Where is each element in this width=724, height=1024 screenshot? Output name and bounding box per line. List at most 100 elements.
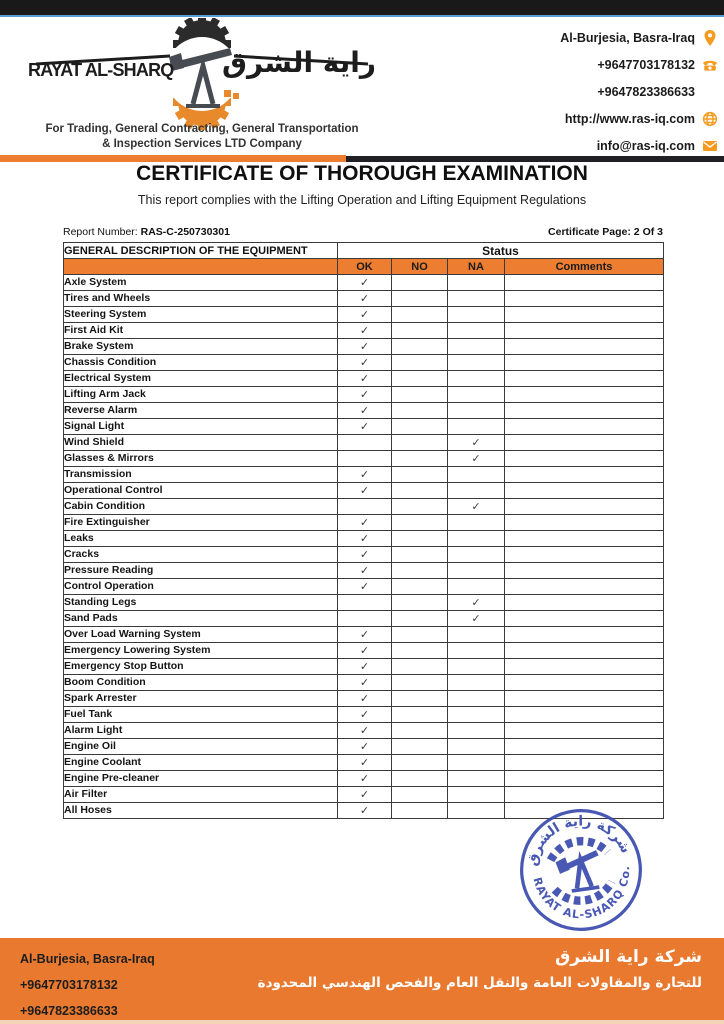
status-cell-ok: ✓ bbox=[337, 802, 392, 819]
status-cell-na bbox=[447, 402, 505, 419]
status-cell-ok bbox=[337, 450, 392, 467]
comment-cell bbox=[504, 514, 664, 531]
stamp-outer-ring bbox=[520, 809, 642, 931]
comment-cell bbox=[504, 610, 664, 627]
comment-cell bbox=[504, 290, 664, 307]
equipment-label: Brake System bbox=[63, 338, 338, 355]
status-columns-row: OK NO NA Comments bbox=[63, 258, 664, 275]
company-name-arabic: راية الشرق bbox=[221, 46, 376, 79]
comment-cell bbox=[504, 642, 664, 659]
status-cell-ok: ✓ bbox=[337, 578, 392, 595]
column-header-na: NA bbox=[447, 258, 505, 275]
status-cell-no bbox=[391, 402, 448, 419]
equipment-label: Chassis Condition bbox=[63, 354, 338, 371]
equipment-label: Reverse Alarm bbox=[63, 402, 338, 419]
meta-row: Report Number: RAS-C-250730301 Certifica… bbox=[63, 226, 663, 238]
contact-row: info@ras-iq.com bbox=[508, 132, 718, 159]
equipment-label: Wind Shield bbox=[63, 434, 338, 451]
table-row: Engine Pre-cleaner ✓ bbox=[63, 770, 664, 787]
status-cell-ok: ✓ bbox=[337, 546, 392, 563]
contact-text: info@ras-iq.com bbox=[596, 138, 695, 153]
status-cell-ok: ✓ bbox=[337, 738, 392, 755]
status-cell-na: ✓ bbox=[447, 594, 505, 611]
table-row: Axle System ✓ bbox=[63, 274, 664, 291]
status-cell-na bbox=[447, 386, 505, 403]
logo-pumpjack-weight2 bbox=[233, 93, 239, 99]
envelope-icon bbox=[702, 138, 718, 154]
logo-line-left bbox=[35, 54, 171, 66]
equipment-label: Electrical System bbox=[63, 370, 338, 387]
status-cell-na bbox=[447, 578, 505, 595]
status-cell-na bbox=[447, 322, 505, 339]
status-cell-na bbox=[447, 770, 505, 787]
status-cell-ok: ✓ bbox=[337, 562, 392, 579]
footer-company-name-ar: شركة راية الشرق bbox=[555, 947, 702, 967]
comment-cell bbox=[504, 466, 664, 483]
status-cell-ok: ✓ bbox=[337, 786, 392, 803]
logo-line-right bbox=[233, 54, 369, 66]
status-cell-na bbox=[447, 562, 505, 579]
status-cell-na bbox=[447, 786, 505, 803]
status-cell-no bbox=[391, 450, 448, 467]
status-cell-ok: ✓ bbox=[337, 722, 392, 739]
table-row: Leaks ✓ bbox=[63, 530, 664, 547]
status-cell-no bbox=[391, 498, 448, 515]
table-row: Steering System ✓ bbox=[63, 306, 664, 323]
status-cell-no bbox=[391, 546, 448, 563]
status-cell-na bbox=[447, 674, 505, 691]
stamp-pumpjack-base bbox=[571, 885, 600, 893]
status-cell-no bbox=[391, 562, 448, 579]
comment-cell bbox=[504, 706, 664, 723]
comment-cell bbox=[504, 274, 664, 291]
comment-cell bbox=[504, 562, 664, 579]
report-number: Report Number: RAS-C-250730301 bbox=[63, 226, 230, 238]
equipment-label: Boom Condition bbox=[63, 674, 338, 691]
top-bar bbox=[0, 0, 724, 17]
header-divider bbox=[0, 155, 724, 163]
status-cell-ok: ✓ bbox=[337, 290, 392, 307]
table-row: First Aid Kit ✓ bbox=[63, 322, 664, 339]
table-row: Cabin Condition ✓ bbox=[63, 498, 664, 515]
status-cell-ok: ✓ bbox=[337, 402, 392, 419]
status-cell-no bbox=[391, 770, 448, 787]
table-row: Transmission ✓ bbox=[63, 466, 664, 483]
divider-dark-segment bbox=[346, 156, 724, 162]
footer-company-arabic: شركة راية الشرق للتجارة والمقاولات العام… bbox=[258, 944, 702, 995]
equipment-label: Engine Coolant bbox=[63, 754, 338, 771]
status-cell-ok: ✓ bbox=[337, 306, 392, 323]
status-cell-no bbox=[391, 594, 448, 611]
table-row: Spark Arrester ✓ bbox=[63, 690, 664, 707]
status-cell-na bbox=[447, 466, 505, 483]
equipment-label: Emergency Lowering System bbox=[63, 642, 338, 659]
status-cell-no bbox=[391, 514, 448, 531]
contact-row: http://www.ras-iq.com bbox=[508, 105, 718, 132]
table-row: Pressure Reading ✓ bbox=[63, 562, 664, 579]
status-cell-no bbox=[391, 434, 448, 451]
equipment-label: Cabin Condition bbox=[63, 498, 338, 515]
equipment-label: Sand Pads bbox=[63, 610, 338, 627]
status-cell-ok: ✓ bbox=[337, 690, 392, 707]
table-row: Standing Legs ✓ bbox=[63, 594, 664, 611]
status-cell-no bbox=[391, 754, 448, 771]
footer-phone2: +9647823386633 bbox=[20, 1004, 118, 1018]
table-row: Fire Extinguisher ✓ bbox=[63, 514, 664, 531]
status-cell-no bbox=[391, 418, 448, 435]
company-tagline: For Trading, General Contracting, Genera… bbox=[28, 122, 376, 152]
status-cell-ok bbox=[337, 594, 392, 611]
stamp-pumpjack-tower bbox=[574, 850, 594, 889]
comment-cell bbox=[504, 770, 664, 787]
status-cell-ok: ✓ bbox=[337, 386, 392, 403]
equipment-label: Alarm Light bbox=[63, 722, 338, 739]
status-cell-na bbox=[447, 274, 505, 291]
comment-cell bbox=[504, 674, 664, 691]
table-row: Wind Shield ✓ bbox=[63, 434, 664, 451]
stamp-gear-bottom bbox=[551, 879, 616, 905]
status-cell-no bbox=[391, 274, 448, 291]
status-cell-no bbox=[391, 722, 448, 739]
status-cell-no bbox=[391, 690, 448, 707]
comment-cell bbox=[504, 370, 664, 387]
company-name-english: RAYAT AL-SHARQ bbox=[28, 60, 174, 80]
tagline-line2: & Inspection Services LTD Company bbox=[102, 138, 302, 150]
status-cell-ok: ✓ bbox=[337, 530, 392, 547]
